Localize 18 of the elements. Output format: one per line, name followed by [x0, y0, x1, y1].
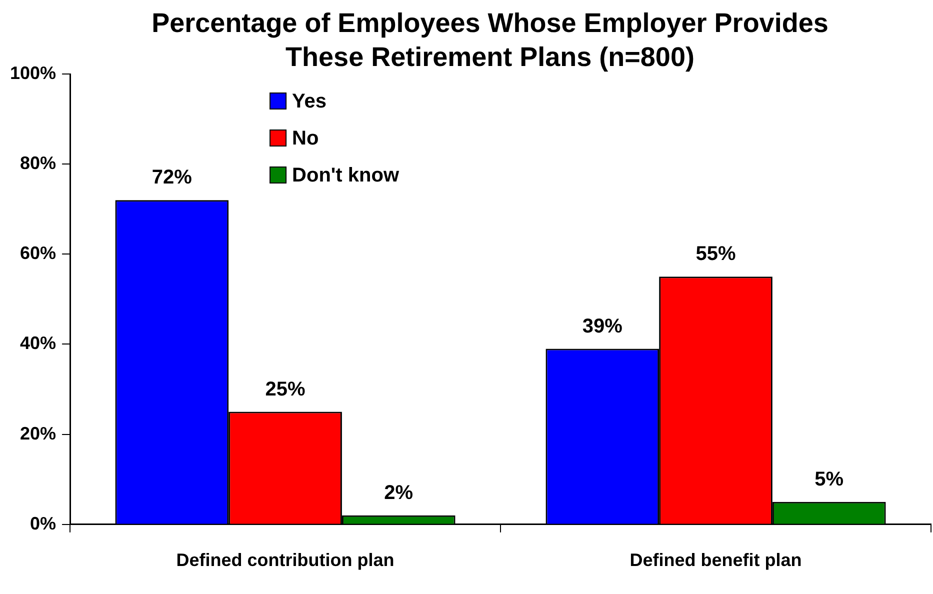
y-tick-label: 20%: [20, 423, 56, 444]
legend-label: Yes: [292, 90, 327, 113]
y-tick-label: 40%: [20, 333, 56, 354]
legend-label: Don't know: [292, 164, 400, 187]
x-tick-label: Defined benefit plan: [630, 550, 802, 570]
y-tick-label: 100%: [10, 62, 56, 83]
x-tick-label: Defined contribution plan: [176, 550, 394, 570]
data-label: 25%: [265, 378, 306, 400]
data-label: 5%: [814, 468, 844, 490]
y-tick-label: 60%: [20, 243, 56, 264]
y-tick-label: 0%: [30, 513, 56, 534]
data-label: 2%: [384, 482, 414, 504]
data-label: 55%: [696, 243, 736, 266]
chart-title: Percentage of Employees Whose Employer Provides These Retirement Plans (n=800): [150, 7, 830, 74]
data-label: 72%: [152, 166, 192, 189]
legend-label: No: [292, 128, 319, 150]
y-tick-label: 80%: [20, 153, 56, 174]
data-label: 39%: [582, 315, 623, 338]
